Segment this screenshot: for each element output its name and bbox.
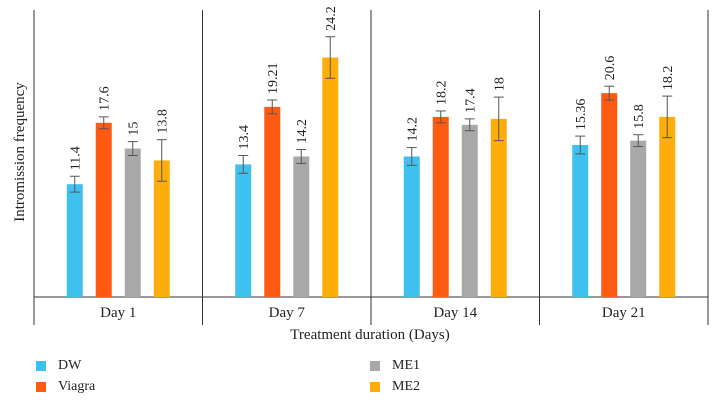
data-label-me2: 18.2 — [661, 66, 676, 91]
legend-swatch-me1 — [370, 361, 380, 371]
data-label-me2: 13.8 — [156, 109, 171, 134]
bar-me1 — [630, 140, 647, 297]
data-label-me1: 17.4 — [464, 88, 479, 113]
bar-dw — [235, 164, 252, 297]
bar-me2 — [322, 57, 339, 297]
bar-me1 — [461, 124, 478, 297]
legend-label-viagra: Viagra — [58, 379, 96, 394]
data-label-dw: 15.36 — [574, 99, 589, 131]
bar-me2 — [659, 116, 676, 298]
data-label-dw: 13.4 — [237, 125, 252, 150]
data-label-viagra: 18.2 — [435, 80, 450, 105]
data-label-dw: 14.2 — [406, 117, 421, 142]
legend-label-me2: ME2 — [392, 379, 420, 394]
legend-label-me1: ME1 — [392, 358, 420, 373]
bar-dw — [572, 144, 589, 297]
data-label-me2: 18 — [493, 77, 508, 91]
bar-viagra — [95, 122, 112, 298]
bar-viagra — [264, 106, 281, 297]
bar-me1 — [293, 156, 310, 297]
legend-swatch-viagra — [36, 382, 46, 392]
data-label-viagra: 17.6 — [98, 86, 113, 111]
y-axis-label: Intromission frequency — [12, 82, 28, 222]
legend-item-dw: DW — [36, 358, 81, 374]
x-tick-label: Day 7 — [269, 305, 306, 321]
legend-swatch-dw — [36, 361, 46, 371]
legend-swatch-me2 — [370, 382, 380, 392]
bar-me2 — [490, 118, 507, 298]
bar-me2 — [153, 160, 170, 297]
data-label-dw: 11.4 — [69, 146, 84, 170]
legend-item-me2: ME2 — [370, 379, 420, 395]
x-tick-label: Day 21 — [602, 305, 646, 321]
legend-item-viagra: Viagra — [36, 379, 95, 395]
data-label-me1: 14.2 — [295, 119, 310, 144]
bar-me1 — [124, 148, 141, 297]
bar-dw — [403, 156, 420, 297]
data-label-viagra: 20.6 — [603, 56, 618, 81]
bar-viagra — [432, 116, 449, 298]
legend-label-dw: DW — [58, 358, 82, 373]
plot-area: Day 1 11.4 17.6 15 13.8 Day 7 13.4 19.21 14.2 24.… — [33, 6, 709, 325]
bar-viagra — [601, 93, 618, 297]
bar-dw — [66, 184, 83, 297]
legend-item-me1: ME1 — [370, 358, 420, 374]
x-axis-label: Treatment duration (Days) — [290, 327, 449, 343]
data-label-viagra: 19.21 — [266, 62, 281, 94]
x-tick-label: Day 14 — [433, 305, 477, 321]
x-tick-label: Day 1 — [100, 305, 136, 321]
data-label-me1: 15.8 — [632, 104, 647, 129]
data-label-me2: 24.2 — [324, 6, 339, 31]
data-label-me1: 15 — [127, 122, 142, 136]
